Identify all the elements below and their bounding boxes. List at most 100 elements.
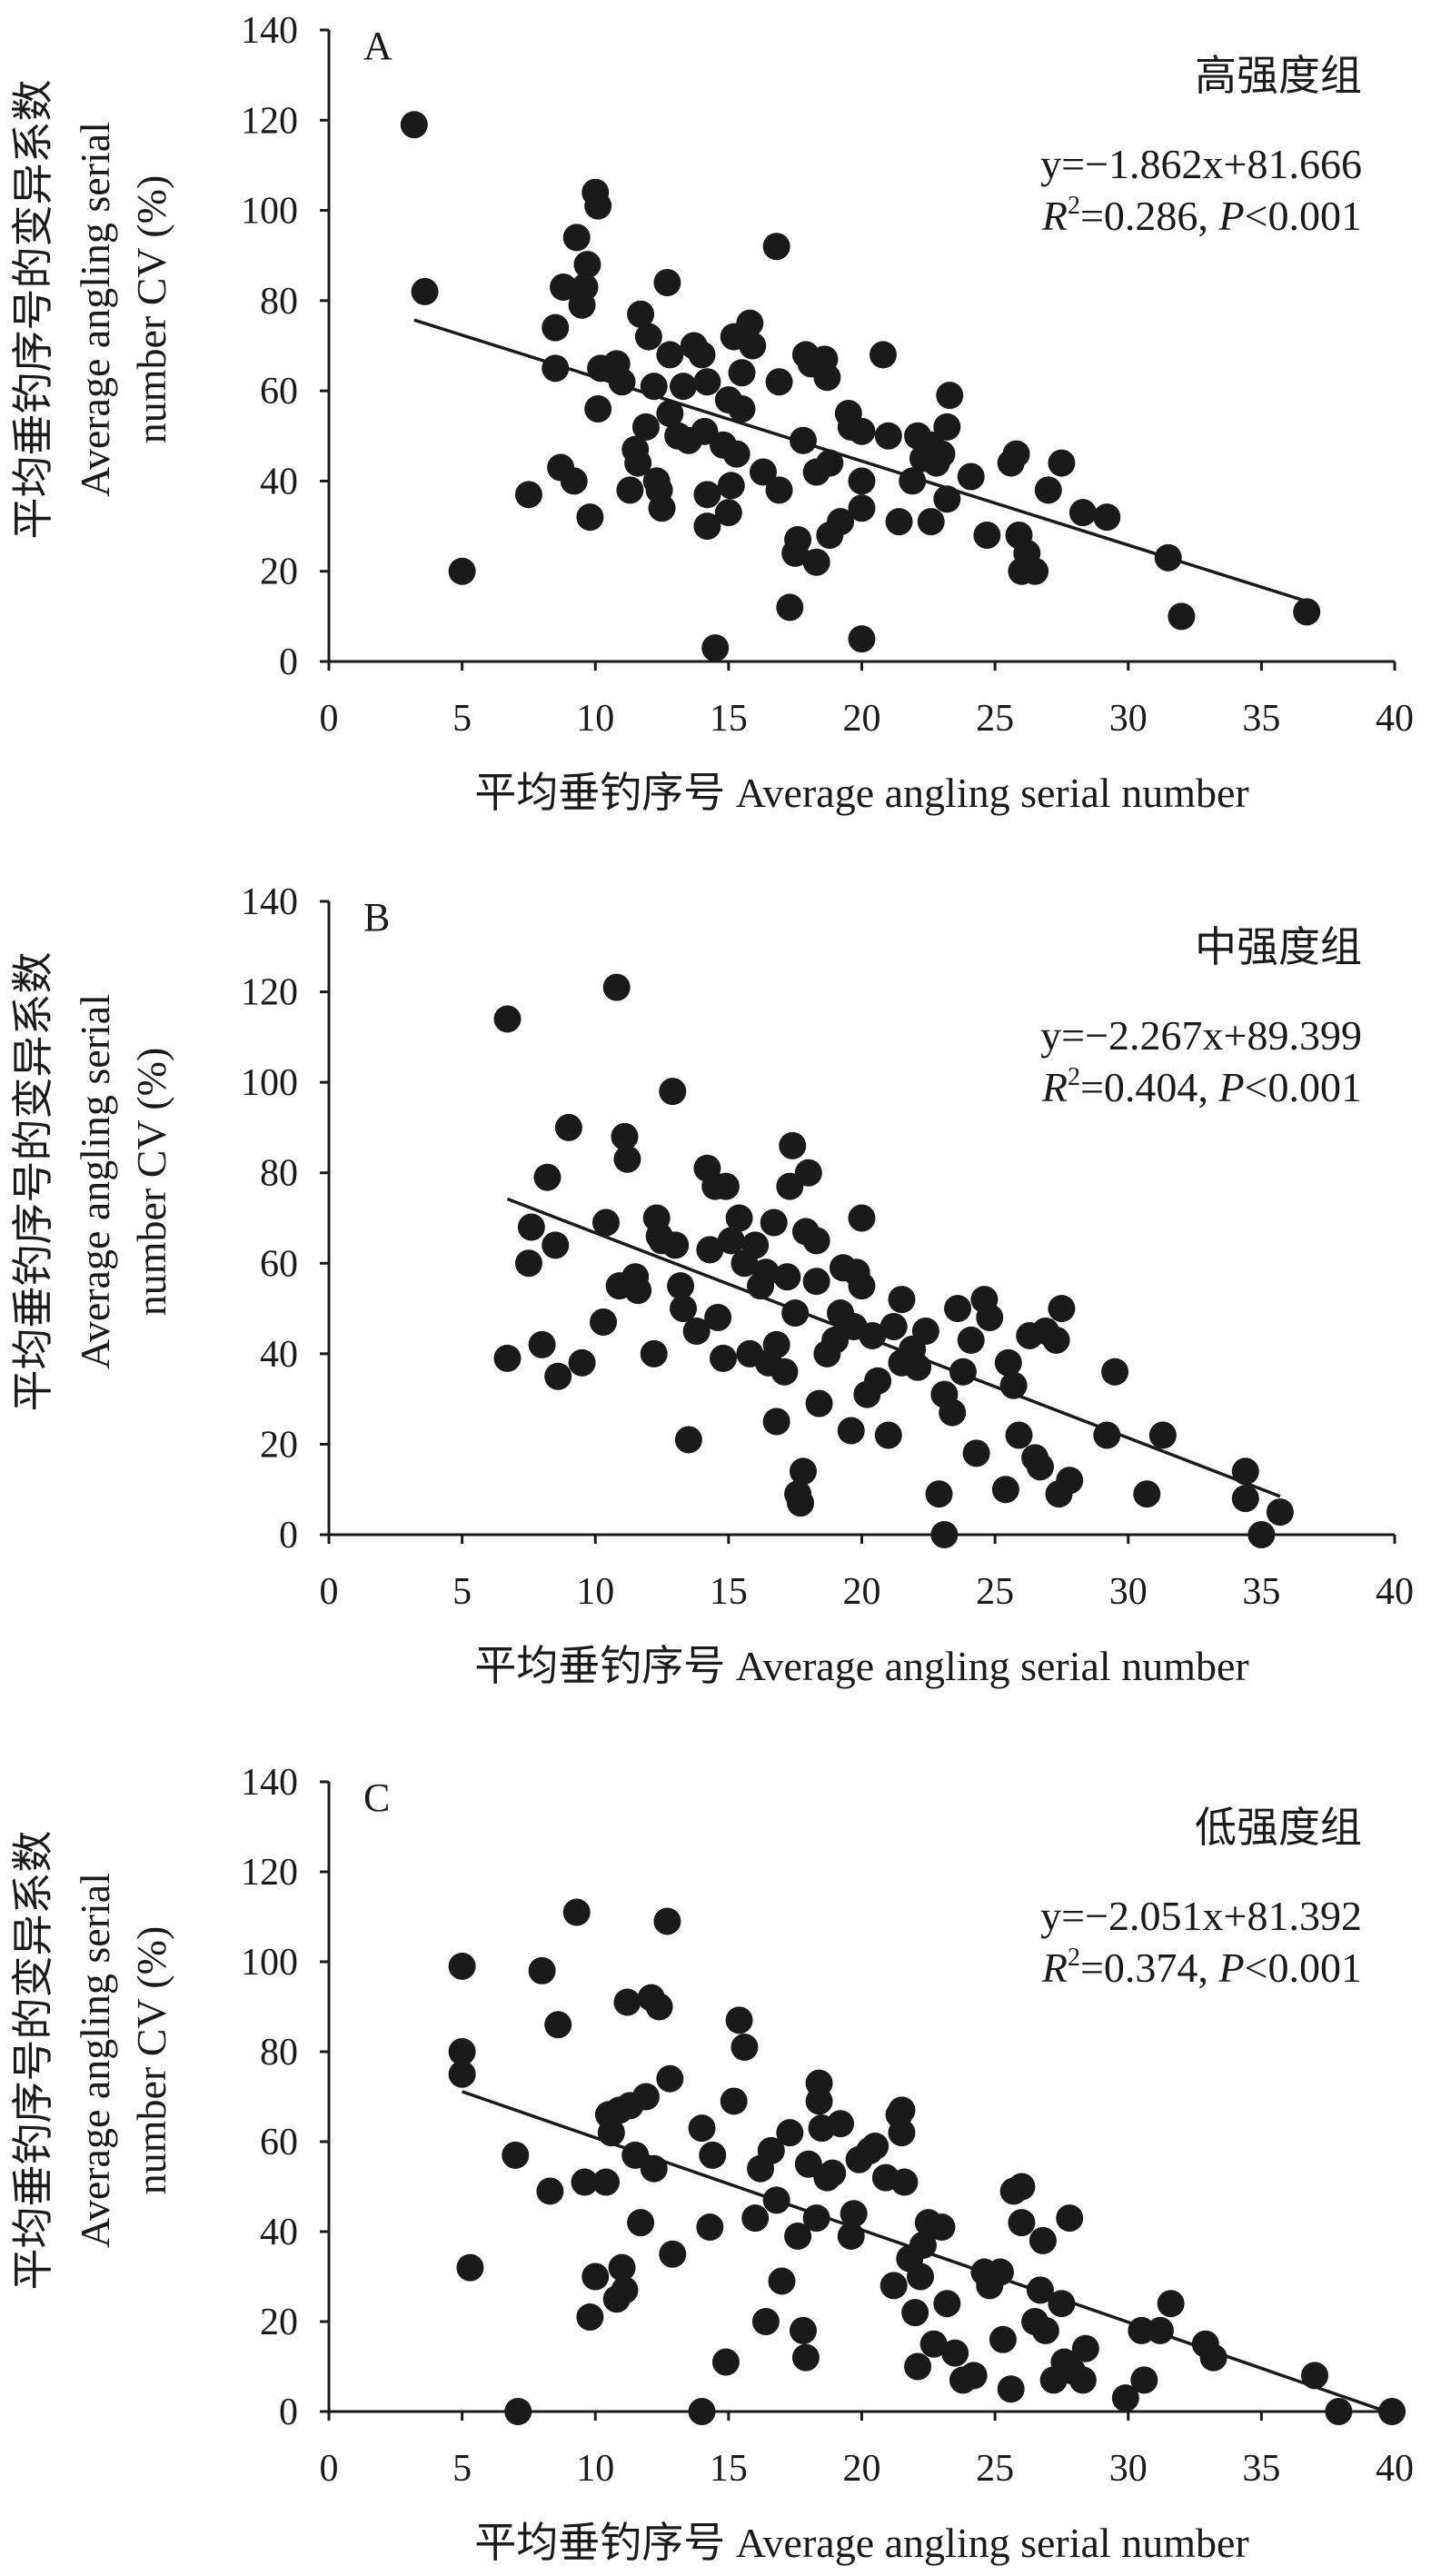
x-tick-label: 40	[1376, 698, 1414, 740]
data-point	[1168, 602, 1196, 631]
data-point	[528, 1956, 556, 1984]
data-point	[717, 472, 745, 500]
data-point	[944, 1295, 972, 1323]
p-value: <0.001	[1245, 1064, 1362, 1110]
data-point	[991, 1476, 1019, 1504]
data-point	[562, 1898, 591, 1926]
data-point	[493, 1344, 522, 1372]
data-point	[576, 2303, 604, 2332]
data-point	[819, 2159, 847, 2187]
data-point	[941, 2339, 969, 2367]
x-tick-label: 15	[710, 698, 748, 740]
panel-label: A	[363, 24, 393, 68]
data-point	[576, 503, 604, 532]
y-axis-title-line: 平均垂钓序号的变异系数	[10, 80, 56, 540]
x-tick-label: 30	[1109, 2448, 1148, 2490]
y-tick-label: 120	[241, 100, 298, 142]
y-tick-label: 140	[241, 1762, 298, 1804]
data-point	[888, 1286, 916, 1314]
data-point	[879, 1312, 908, 1340]
data-point	[861, 2132, 889, 2160]
data-point	[901, 2299, 929, 2327]
data-point	[1008, 2173, 1036, 2201]
data-point	[1042, 1326, 1070, 1354]
data-point	[517, 1213, 545, 1241]
x-tick-label: 25	[976, 2448, 1014, 2490]
data-point	[1247, 1521, 1276, 1548]
data-point	[448, 1952, 476, 1980]
data-point	[1301, 2362, 1329, 2390]
data-point	[624, 449, 652, 477]
data-point	[1002, 440, 1030, 468]
data-point	[957, 1326, 985, 1354]
panel-c: 0 5 10 15 20 25 30 35 40 0 20 40 60 80 100 120 140 平均垂钓序号…	[10, 1762, 1414, 2566]
data-point	[888, 2119, 916, 2147]
p-label: P	[1217, 1944, 1244, 1991]
data-point	[874, 1421, 902, 1449]
x-tick-label: 35	[1242, 698, 1280, 740]
x-tick-label: 10	[576, 2448, 614, 2490]
data-point	[765, 368, 793, 396]
data-point	[864, 1367, 892, 1395]
regression-line	[506, 1197, 1281, 1498]
data-point	[631, 2083, 660, 2111]
data-point	[1130, 2366, 1158, 2394]
data-point	[627, 300, 655, 328]
data-point	[701, 634, 730, 662]
data-point	[613, 1988, 641, 2016]
x-tick-label: 35	[1242, 2448, 1280, 2490]
data-point	[827, 508, 855, 536]
x-tick-label: 10	[576, 698, 614, 740]
data-point	[616, 476, 644, 504]
data-point	[653, 269, 681, 296]
x-tick-label: 20	[843, 698, 881, 740]
p-value: <0.001	[1245, 1944, 1362, 1991]
regression-equation: y=−2.267x+89.399	[1040, 1012, 1362, 1059]
y-tick-label: 120	[241, 1852, 298, 1894]
data-point	[1093, 503, 1121, 532]
y-tick-label: 140	[241, 881, 298, 923]
data-point	[533, 1163, 561, 1191]
y-axis-title-line: Average angling serial	[72, 994, 118, 1369]
data-point	[634, 323, 662, 351]
data-point	[693, 481, 721, 509]
data-point	[760, 1208, 788, 1237]
data-point	[448, 2060, 476, 2088]
panel-a: 0 5 10 15 20 25 30 35 40 0 20 40 60 80 100 120 140 平均垂钓序号…	[10, 10, 1414, 816]
data-point	[728, 395, 756, 423]
data-point	[728, 359, 756, 387]
data-point	[560, 467, 588, 495]
data-point	[725, 2006, 753, 2034]
data-point	[874, 422, 902, 450]
y-tick-label: 80	[260, 2032, 298, 2074]
data-point	[536, 2177, 564, 2205]
panel-b: 0 5 10 15 20 25 30 35 40 0 20 40 60 80 100 120 140 平均垂钓序号…	[10, 881, 1414, 1689]
data-point	[1068, 499, 1097, 527]
data-point	[710, 1344, 738, 1372]
data-point	[802, 548, 830, 576]
regression-stats: R2=0.286, P<0.001	[1041, 192, 1362, 239]
data-point	[693, 368, 721, 396]
data-point	[1048, 449, 1076, 477]
data-point	[688, 2114, 716, 2143]
y-axis-title-line: Average angling serial	[72, 122, 118, 497]
data-point	[816, 449, 844, 477]
data-point	[591, 1208, 620, 1237]
data-point	[656, 2064, 684, 2093]
data-point	[602, 973, 631, 1001]
data-point	[648, 494, 676, 522]
data-point	[789, 426, 817, 454]
x-tick-label: 0	[320, 1571, 339, 1613]
data-point	[989, 2325, 1017, 2353]
y-tick-label: 100	[241, 1942, 298, 1984]
data-point	[1325, 2398, 1353, 2425]
data-point	[928, 440, 956, 468]
data-point	[789, 1457, 817, 1486]
data-point	[1034, 476, 1062, 504]
data-point	[762, 1407, 790, 1436]
y-tick-label: 100	[241, 1062, 298, 1104]
r2-superscript: 2	[1068, 192, 1080, 220]
x-axis-title: 平均垂钓序号 Average angling serial number	[474, 1643, 1248, 1689]
data-point	[670, 1295, 698, 1323]
data-point	[762, 233, 790, 261]
